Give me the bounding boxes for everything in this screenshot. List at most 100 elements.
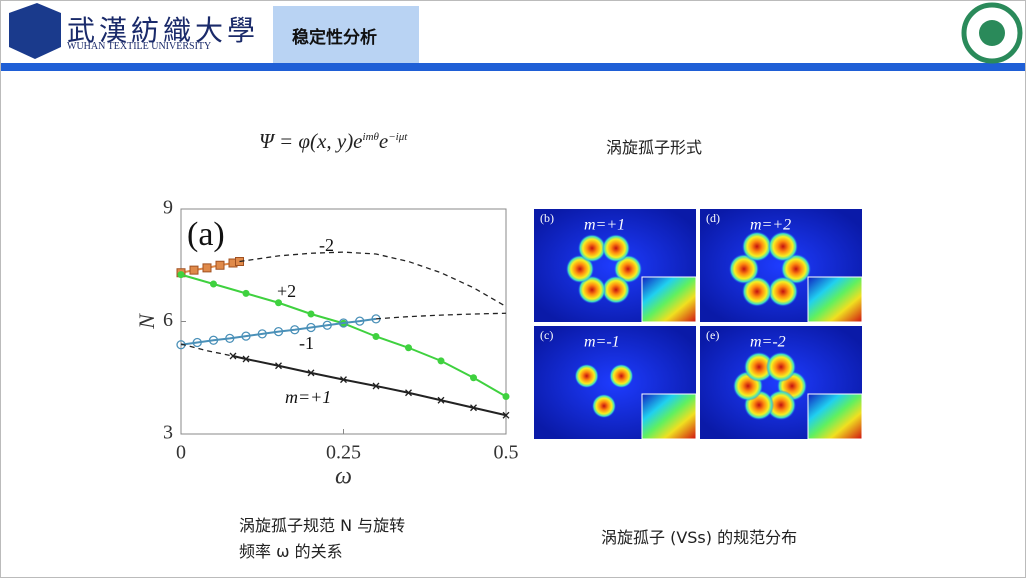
soliton-peak <box>602 234 630 263</box>
x-tick-label: 0.5 <box>494 442 519 464</box>
marker <box>192 337 202 348</box>
marker <box>241 331 251 341</box>
marker <box>340 376 347 384</box>
marker <box>290 325 300 335</box>
soliton-peak <box>742 231 772 262</box>
marker <box>372 382 380 390</box>
marker <box>257 329 267 339</box>
logo-left <box>9 3 61 59</box>
soliton-peak <box>766 351 796 382</box>
header-bg <box>1 1 1025 63</box>
panel-m: m=+1 <box>584 217 625 234</box>
marker <box>275 299 282 307</box>
marker <box>208 335 219 345</box>
annotation: -2 <box>319 235 334 255</box>
soliton-peak <box>574 364 599 388</box>
soliton-peak <box>578 234 606 263</box>
annotation: (a) <box>187 216 225 253</box>
marker <box>470 374 477 382</box>
y-tick-label: 9 <box>163 197 173 219</box>
series-line <box>239 251 507 308</box>
y-tick-label: 6 <box>163 309 173 331</box>
soliton-peak <box>592 394 616 418</box>
university-cn: 武漢紡織大學 <box>67 14 260 47</box>
phase-inset <box>807 393 863 440</box>
panel-tag: (b) <box>540 211 554 225</box>
formula-exp: imθ <box>362 131 379 143</box>
marker <box>338 318 349 328</box>
caption-left: 涡旋孤子规范 N 与旋转 频率 ω 的关系 <box>239 513 405 565</box>
soliton-peak <box>614 255 642 283</box>
marker <box>225 333 235 344</box>
header-bar <box>1 63 1025 71</box>
series-line <box>180 317 377 346</box>
series-line <box>375 312 507 320</box>
marker <box>322 320 332 330</box>
soliton-peak <box>729 254 759 284</box>
phase-inset <box>641 276 697 323</box>
caption-line: 频率 ω 的关系 <box>239 542 343 561</box>
y-tick-label: 3 <box>163 422 173 444</box>
soliton-peak <box>768 276 798 307</box>
series-line <box>180 343 234 357</box>
marker <box>275 362 282 370</box>
panel-m: m=+2 <box>750 217 791 234</box>
marker <box>437 396 445 404</box>
marker <box>229 352 237 360</box>
university-en: WUHAN TEXTILE UNIVERSITY <box>67 41 212 52</box>
marker <box>242 289 250 297</box>
formula-exp: −iμt <box>388 131 408 143</box>
x-tick-label: 0.25 <box>326 442 361 464</box>
marker <box>177 271 185 279</box>
formula-part: Ψ = φ(x, y)e <box>259 129 363 153</box>
soliton-peak <box>744 351 774 382</box>
marker <box>502 411 510 419</box>
formula-part: e <box>378 129 389 153</box>
soliton-peak <box>566 255 594 283</box>
y-axis-label: N <box>134 313 159 330</box>
marker <box>306 322 316 333</box>
tab-bg <box>273 6 419 63</box>
marker <box>372 333 380 340</box>
annotation: -1 <box>299 333 314 353</box>
phase-inset <box>641 393 697 440</box>
marker <box>437 357 445 365</box>
marker <box>202 263 212 273</box>
soliton-peak <box>578 275 606 304</box>
panel-tag: (d) <box>706 211 720 225</box>
series-line <box>232 355 507 417</box>
x-tick-label: 0 <box>176 442 186 464</box>
soliton-peak <box>742 276 772 307</box>
panel-m: m=-2 <box>750 334 786 351</box>
marker <box>502 393 510 400</box>
panel-m: m=-1 <box>584 334 620 351</box>
marker <box>215 260 225 270</box>
marker <box>210 280 217 288</box>
marker <box>307 369 315 377</box>
soliton-peak <box>781 254 811 284</box>
marker <box>405 344 412 352</box>
marker <box>355 316 365 326</box>
marker <box>470 404 477 412</box>
soliton-peak <box>768 231 798 262</box>
caption-line: 涡旋孤子规范 N 与旋转 <box>239 516 406 535</box>
caption-right: 涡旋孤子 (VSs) 的规范分布 <box>601 528 798 547</box>
x-axis-label: ω <box>335 464 352 490</box>
marker <box>405 389 412 397</box>
panel-tag: (e) <box>706 328 719 342</box>
phase-inset <box>807 276 863 323</box>
tab-title: 稳定性分析 <box>292 28 377 48</box>
marker <box>189 265 199 275</box>
marker <box>307 310 315 318</box>
series-line <box>180 273 507 398</box>
formula-caption: 涡旋孤子形式 <box>606 138 703 157</box>
soliton-peak <box>602 275 630 304</box>
annotation: m=+1 <box>285 387 331 407</box>
soliton-peak <box>609 364 634 388</box>
annotation: +2 <box>277 281 296 301</box>
marker <box>273 326 284 337</box>
marker <box>242 355 250 363</box>
soliton-peak <box>766 390 796 421</box>
